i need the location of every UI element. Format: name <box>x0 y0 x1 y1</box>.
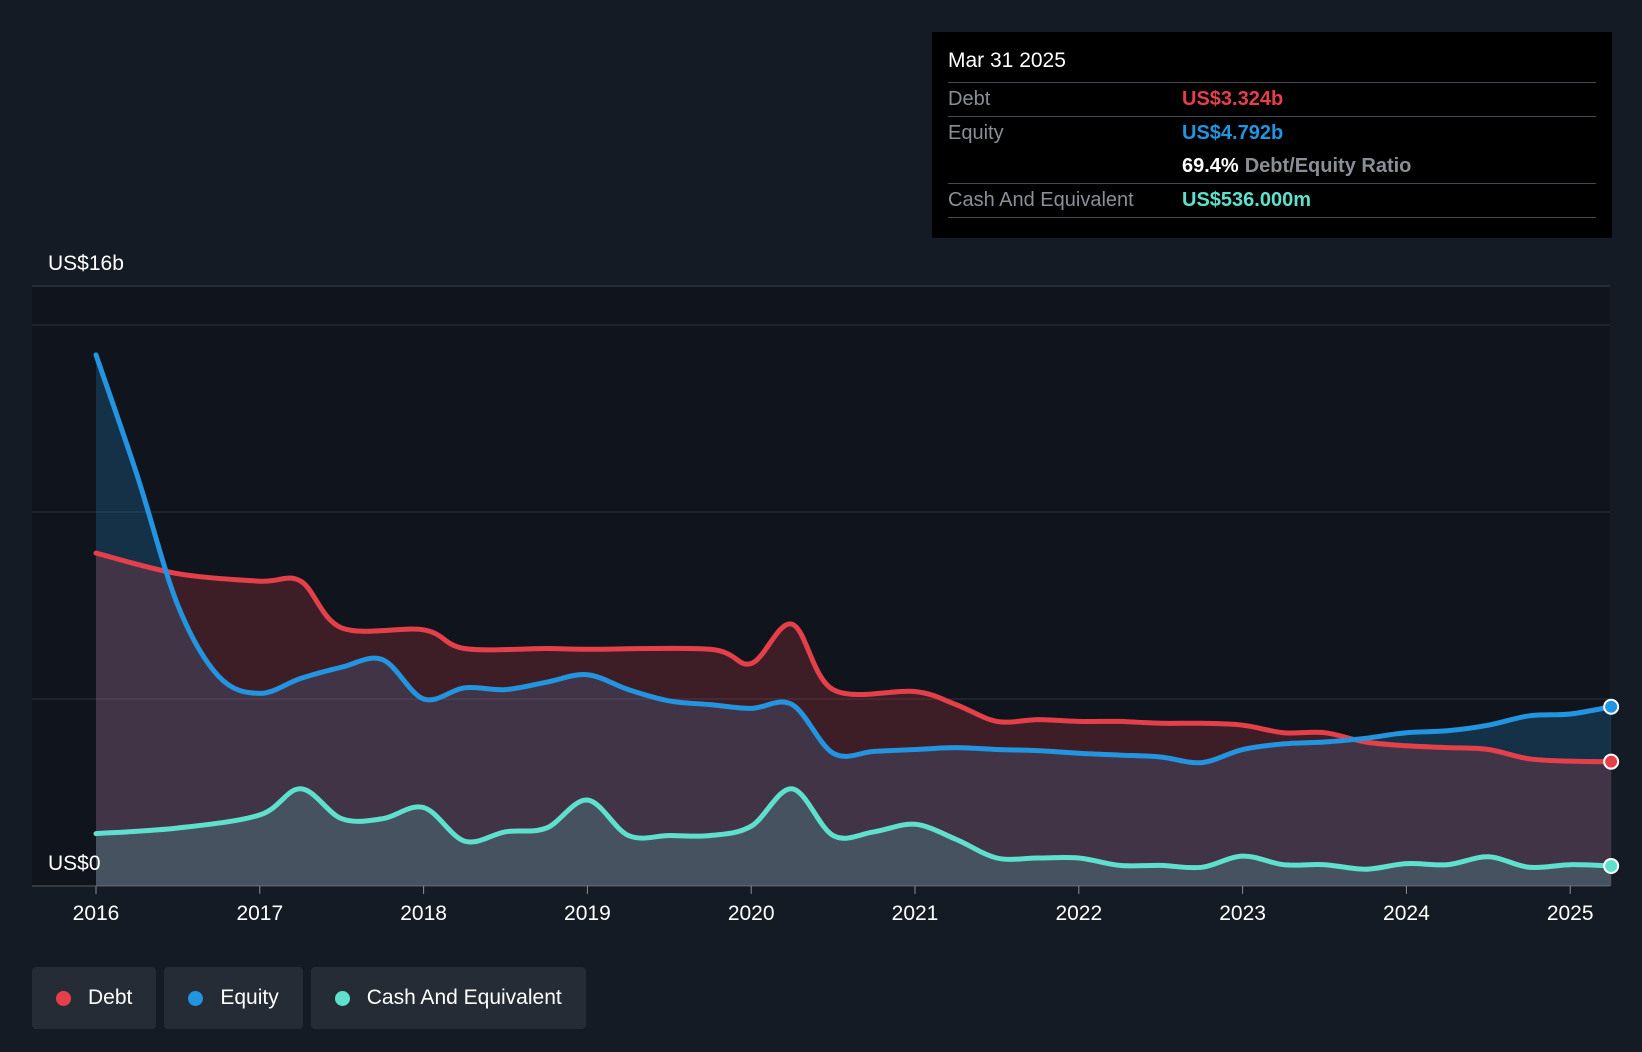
tooltip-debt-value: US$3.324b <box>1182 88 1284 110</box>
x-tick-label-2022: 2022 <box>1055 902 1102 925</box>
equity-line <box>93 352 1614 766</box>
tooltip-equity-label: Equity <box>948 122 1004 144</box>
grid-lines <box>32 285 1610 887</box>
legend-dot-equity-icon <box>188 990 204 1006</box>
legend-item-equity[interactable]: Equity <box>164 967 303 1029</box>
legend-label-debt: Debt <box>88 986 133 1009</box>
x-tick-label-2017: 2017 <box>236 902 283 925</box>
legend-item-debt[interactable]: Debt <box>32 967 157 1029</box>
series-lines <box>93 352 1614 872</box>
tooltip-cash-label: Cash And Equivalent <box>948 189 1134 211</box>
tooltip-ratio-row: 69.4% Debt/Equity Ratio <box>948 150 1596 184</box>
tooltip-cash-row: Cash And Equivalent US$536.000m <box>948 184 1596 218</box>
x-tick-label-2020: 2020 <box>728 902 775 925</box>
tooltip-date: Mar 31 2025 <box>948 46 1596 83</box>
debt-area <box>96 553 1612 886</box>
legend-label-equity: Equity <box>220 986 279 1009</box>
tooltip-panel: Mar 31 2025 Debt US$3.324b Equity US$4.7… <box>932 32 1612 238</box>
x-tick-label-2021: 2021 <box>892 902 939 925</box>
tooltip-debt-label: Debt <box>948 88 991 110</box>
equity-endpoint <box>1603 698 1620 715</box>
tooltip-cash-value: US$536.000m <box>1182 189 1311 211</box>
x-tick-label-2025: 2025 <box>1547 902 1594 925</box>
cash-endpoint <box>1603 857 1620 874</box>
tooltip-equity-row: Equity US$4.792b <box>948 117 1596 150</box>
tooltip-ratio-spacer <box>948 150 1182 183</box>
legend-item-cash[interactable]: Cash And Equivalent <box>310 967 586 1029</box>
tooltip-ratio-label: Debt/Equity Ratio <box>1244 155 1412 177</box>
tooltip-equity-value: US$4.792b <box>1182 122 1284 144</box>
chart-legend: Debt Equity Cash And Equivalent <box>32 967 586 1029</box>
x-tick-label-2023: 2023 <box>1219 902 1266 925</box>
legend-label-cash: Cash And Equivalent <box>366 986 562 1009</box>
tooltip-debt-row: Debt US$3.324b <box>948 83 1596 117</box>
x-axis-ticks: 2016 2017 2018 2019 2020 2021 2022 2023 2024 2025 <box>73 886 1594 925</box>
x-tick-label-2024: 2024 <box>1383 902 1430 925</box>
x-tick-label-2018: 2018 <box>400 902 447 925</box>
series-endpoints <box>1603 698 1620 874</box>
x-tick-label-2019: 2019 <box>564 902 611 925</box>
plot-background <box>32 286 1610 887</box>
debt-endpoint <box>1603 753 1620 770</box>
legend-dot-cash-icon <box>334 990 350 1006</box>
y-axis-top-label: US$16b <box>48 252 124 275</box>
debt-line <box>93 550 1614 765</box>
y-axis-bottom-label: US$0 <box>48 852 101 875</box>
legend-dot-debt-icon <box>56 990 71 1006</box>
cash-line <box>93 786 1614 872</box>
x-tick-label-2016: 2016 <box>73 902 120 925</box>
tooltip-ratio-value: 69.4% <box>1182 155 1239 177</box>
